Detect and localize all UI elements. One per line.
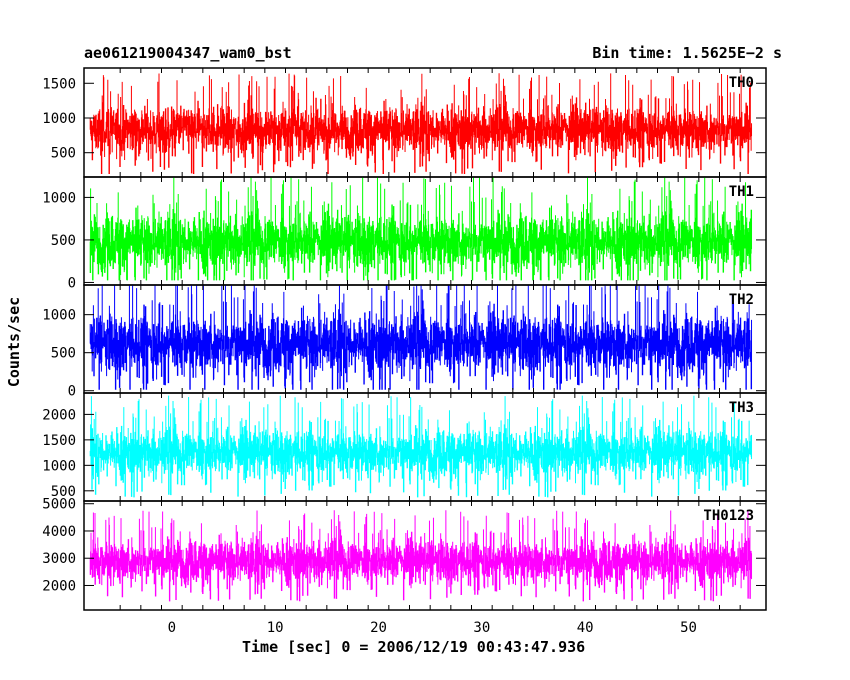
series-label-th0123: TH0123 xyxy=(703,508,754,524)
y-tick-label: 3000 xyxy=(42,551,76,567)
y-tick-label: 500 xyxy=(51,146,76,162)
series-label-th1: TH1 xyxy=(729,184,754,200)
series-th3-trace xyxy=(89,395,753,498)
y-tick-label: 4000 xyxy=(42,524,76,540)
series-label-th3: TH3 xyxy=(729,400,754,416)
y-tick-label: 1000 xyxy=(42,308,76,324)
x-tick-label: 50 xyxy=(680,620,697,636)
y-tick-label: 2000 xyxy=(42,407,76,423)
x-tick-label: 40 xyxy=(577,620,594,636)
x-tick-label: 0 xyxy=(168,620,176,636)
x-axis-label: Time [sec] 0 = 2006/12/19 00:43:47.936 xyxy=(242,638,586,656)
y-tick-label: 0 xyxy=(68,384,76,400)
y-tick-label: 500 xyxy=(51,233,76,249)
bin-time-label: Bin time: 1.5625E−2 s xyxy=(592,44,782,62)
y-tick-label: 2000 xyxy=(42,578,76,594)
y-tick-label: 1500 xyxy=(42,76,76,92)
x-tick-label: 20 xyxy=(370,620,387,636)
y-tick-label: 500 xyxy=(51,484,76,500)
series-th0123-trace xyxy=(89,510,753,602)
y-tick-label: 1500 xyxy=(42,433,76,449)
series-label-th0: TH0 xyxy=(729,75,754,91)
y-tick-label: 1000 xyxy=(42,190,76,206)
x-tick-label: 10 xyxy=(267,620,284,636)
x-tick-label: 30 xyxy=(473,620,490,636)
series-th2-trace xyxy=(89,285,753,390)
y-tick-label: 1000 xyxy=(42,458,76,474)
y-tick-label: 1000 xyxy=(42,111,76,127)
chart-title: ae061219004347_wam0_bst xyxy=(84,44,292,62)
panel-frame-th0123 xyxy=(83,500,767,611)
y-axis-label: Counts/sec xyxy=(5,296,23,388)
y-tick-label: 500 xyxy=(51,346,76,362)
series-th1-trace xyxy=(89,177,753,281)
series-label-th2: TH2 xyxy=(729,292,754,308)
series-th0-trace xyxy=(89,73,753,174)
y-tick-label: 5000 xyxy=(42,497,76,513)
y-tick-label: 0 xyxy=(68,275,76,291)
